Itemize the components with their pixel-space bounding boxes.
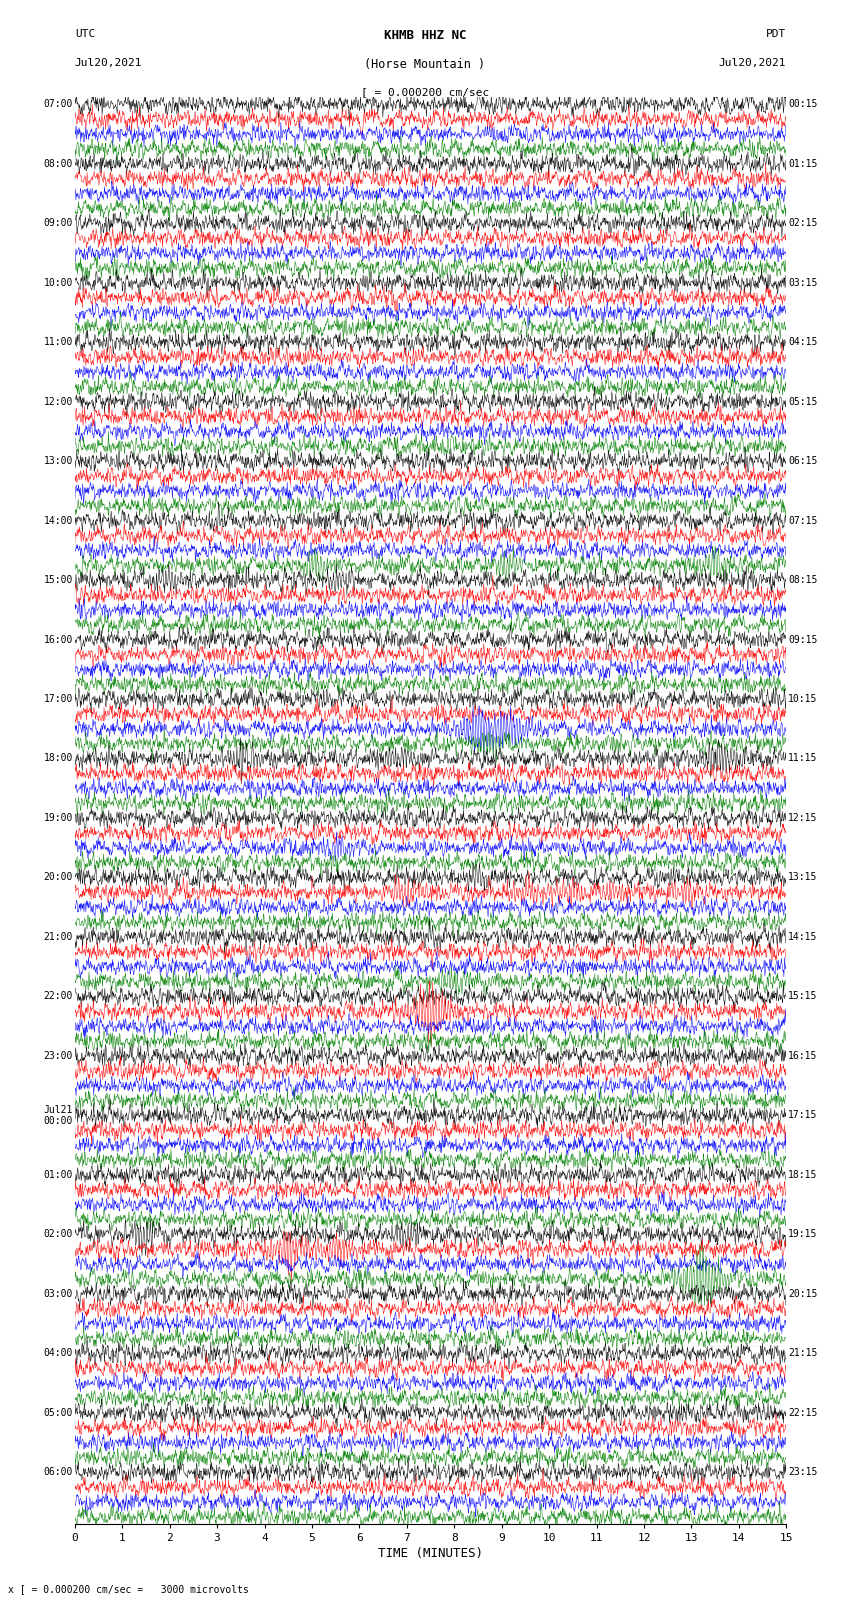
Text: 02:15: 02:15 xyxy=(788,218,818,227)
Text: 03:00: 03:00 xyxy=(43,1289,73,1298)
Text: 18:00: 18:00 xyxy=(43,753,73,763)
Text: 23:15: 23:15 xyxy=(788,1468,818,1478)
Text: 16:15: 16:15 xyxy=(788,1052,818,1061)
Text: 08:15: 08:15 xyxy=(788,576,818,586)
Text: 06:15: 06:15 xyxy=(788,456,818,466)
Text: 17:15: 17:15 xyxy=(788,1110,818,1121)
Text: 07:15: 07:15 xyxy=(788,516,818,526)
Text: 11:15: 11:15 xyxy=(788,753,818,763)
Text: PDT: PDT xyxy=(766,29,786,39)
Text: 13:00: 13:00 xyxy=(43,456,73,466)
Text: 10:15: 10:15 xyxy=(788,694,818,703)
Text: 19:00: 19:00 xyxy=(43,813,73,823)
Text: 04:15: 04:15 xyxy=(788,337,818,347)
Text: 20:15: 20:15 xyxy=(788,1289,818,1298)
Text: x [ = 0.000200 cm/sec =   3000 microvolts: x [ = 0.000200 cm/sec = 3000 microvolts xyxy=(8,1584,249,1594)
Text: 14:15: 14:15 xyxy=(788,932,818,942)
Text: Jul20,2021: Jul20,2021 xyxy=(75,58,142,68)
Text: 15:15: 15:15 xyxy=(788,992,818,1002)
Text: 07:00: 07:00 xyxy=(43,100,73,110)
Text: 08:00: 08:00 xyxy=(43,158,73,169)
Text: 22:00: 22:00 xyxy=(43,992,73,1002)
Text: 13:15: 13:15 xyxy=(788,873,818,882)
Text: 11:00: 11:00 xyxy=(43,337,73,347)
Text: 02:00: 02:00 xyxy=(43,1229,73,1239)
Text: (Horse Mountain ): (Horse Mountain ) xyxy=(365,58,485,71)
Text: 22:15: 22:15 xyxy=(788,1408,818,1418)
Text: 20:00: 20:00 xyxy=(43,873,73,882)
Text: 01:00: 01:00 xyxy=(43,1169,73,1179)
Text: UTC: UTC xyxy=(75,29,95,39)
Text: 15:00: 15:00 xyxy=(43,576,73,586)
Text: 05:00: 05:00 xyxy=(43,1408,73,1418)
Text: [ = 0.000200 cm/sec: [ = 0.000200 cm/sec xyxy=(361,87,489,97)
Text: 03:15: 03:15 xyxy=(788,277,818,287)
X-axis label: TIME (MINUTES): TIME (MINUTES) xyxy=(378,1547,483,1560)
Text: 01:15: 01:15 xyxy=(788,158,818,169)
Text: 21:15: 21:15 xyxy=(788,1348,818,1358)
Text: 16:00: 16:00 xyxy=(43,634,73,645)
Text: 12:15: 12:15 xyxy=(788,813,818,823)
Text: 21:00: 21:00 xyxy=(43,932,73,942)
Text: 10:00: 10:00 xyxy=(43,277,73,287)
Text: 12:00: 12:00 xyxy=(43,397,73,406)
Text: 23:00: 23:00 xyxy=(43,1052,73,1061)
Text: Jul20,2021: Jul20,2021 xyxy=(719,58,786,68)
Text: 00:15: 00:15 xyxy=(788,100,818,110)
Text: 17:00: 17:00 xyxy=(43,694,73,703)
Text: 09:00: 09:00 xyxy=(43,218,73,227)
Text: 18:15: 18:15 xyxy=(788,1169,818,1179)
Text: 05:15: 05:15 xyxy=(788,397,818,406)
Text: 04:00: 04:00 xyxy=(43,1348,73,1358)
Text: 09:15: 09:15 xyxy=(788,634,818,645)
Text: 19:15: 19:15 xyxy=(788,1229,818,1239)
Text: KHMB HHZ NC: KHMB HHZ NC xyxy=(383,29,467,42)
Text: 06:00: 06:00 xyxy=(43,1468,73,1478)
Text: Jul21
00:00: Jul21 00:00 xyxy=(43,1105,73,1126)
Text: 14:00: 14:00 xyxy=(43,516,73,526)
